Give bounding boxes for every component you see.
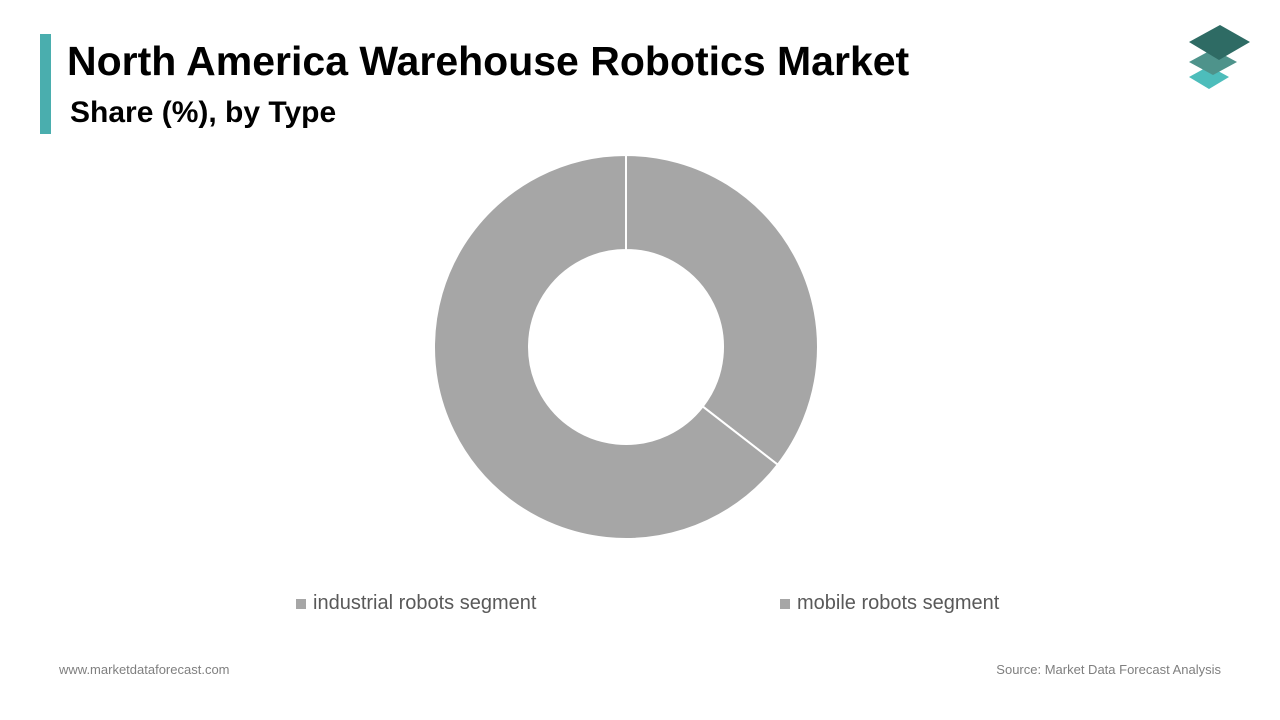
donut-slice-industrial	[625, 153, 819, 467]
page-subtitle: Share (%), by Type	[70, 96, 337, 129]
footer-website: www.marketdataforecast.com	[59, 662, 230, 677]
legend-label-industrial: industrial robots segment	[313, 592, 537, 614]
donut-slices	[433, 153, 819, 540]
title-accent-bar	[40, 34, 51, 134]
donut-chart	[433, 153, 819, 540]
page-title: North America Warehouse Robotics Market	[67, 38, 910, 84]
legend-swatch-mobile	[780, 598, 790, 609]
logo-layer-top	[1189, 25, 1250, 60]
brand-logo-icon	[1189, 25, 1250, 89]
legend-item-mobile: mobile robots segment	[780, 592, 999, 615]
legend-swatch-industrial	[296, 598, 306, 609]
donut-slice-mobile	[433, 153, 780, 540]
footer-source: Source: Market Data Forecast Analysis	[996, 662, 1221, 677]
legend-item-industrial: industrial robots segment	[296, 592, 536, 615]
legend-label-mobile: mobile robots segment	[797, 592, 1000, 614]
